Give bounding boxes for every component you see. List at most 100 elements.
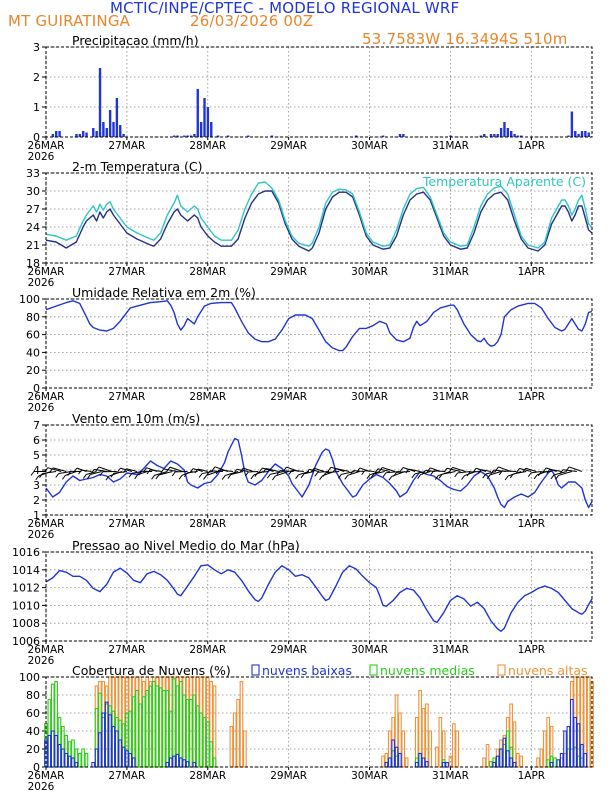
wind-barb-flag — [271, 475, 276, 481]
x-tick-label: 1APR — [518, 518, 546, 530]
wind-barb-flag — [338, 474, 342, 479]
wind-barb-flag — [537, 471, 542, 477]
precip-bar — [102, 122, 105, 137]
wind-barb-flag — [382, 472, 387, 478]
panel-title: Vento em 10m (m/s) — [72, 411, 200, 426]
wind-barb-flag — [276, 470, 281, 475]
wind-barb-flag — [361, 470, 366, 476]
y-tick-label: 100 — [19, 293, 40, 306]
wind-barb — [47, 467, 62, 472]
wind-barb-flag — [399, 467, 404, 472]
panel-precip: 0 1 2 3 26MAR 27MAR 28MAR 29MAR 30MAR 31MAR 1APR 20… — [28, 33, 593, 163]
y-tick-label: 80 — [26, 311, 40, 324]
cloud-bar — [178, 680, 183, 768]
x-tick-label: 30MAR — [351, 266, 388, 278]
wind-barb-flag — [356, 467, 361, 473]
y-tick-label: 30 — [26, 185, 40, 198]
y-tick-label: 4 — [33, 464, 40, 477]
wind-barb — [442, 471, 456, 475]
x-tick-label: 1APR — [518, 644, 546, 656]
cloud-bar — [387, 757, 392, 768]
cloud-bar — [172, 678, 176, 768]
cloud-bar — [104, 701, 109, 768]
cloud-bar — [404, 757, 409, 768]
wind-barb-flag — [504, 475, 509, 481]
panel-frame — [45, 551, 593, 642]
wind-barb — [131, 471, 143, 474]
y-tick-label: 6 — [33, 434, 40, 447]
x-tick-label: 26MAR — [28, 391, 65, 403]
wind-barb-flag — [434, 475, 439, 480]
wind-barb — [243, 467, 254, 472]
wind-barb-flag — [405, 468, 410, 474]
cloud-bar — [172, 755, 176, 768]
cloud-bar — [236, 698, 240, 768]
wind-barb-flag — [378, 467, 383, 472]
panel-title: Precipitacao (mm/h) — [72, 33, 199, 48]
precip-bar — [449, 135, 452, 137]
x-tick-label: 27MAR — [108, 140, 145, 152]
cloud-bar — [47, 734, 52, 768]
wind-barb-flag — [258, 467, 263, 473]
wind-barb-flag — [332, 468, 337, 473]
cloud-bar — [586, 676, 591, 768]
precip-bar — [479, 135, 483, 137]
cloud-bar — [502, 737, 507, 768]
cloud-bar — [580, 743, 584, 768]
wind-barb-flag — [411, 473, 416, 479]
wind-barb-flag — [314, 471, 319, 477]
wind-barb-flag — [565, 466, 570, 472]
cloud-bar — [101, 712, 106, 768]
cloud-bar — [74, 761, 79, 768]
precip-bar — [503, 122, 506, 137]
precip-bar — [189, 135, 193, 137]
precip-bar — [381, 135, 385, 137]
x-tick-label: 31MAR — [432, 770, 469, 782]
cloud-bar — [549, 761, 554, 768]
cloud-bar — [71, 757, 75, 768]
precip-bar — [119, 125, 122, 137]
wind-barb-flag — [366, 474, 371, 479]
cloud-bar — [590, 680, 594, 768]
x-tick-label: 26MAR — [28, 644, 65, 656]
cloud-bar — [61, 748, 65, 768]
cloud-bar — [495, 755, 500, 768]
precip-bar — [493, 134, 496, 137]
wind-barb — [52, 467, 67, 472]
wind-barb-flag — [95, 466, 100, 472]
wind-barb-flag — [327, 466, 332, 472]
precip-bar — [499, 128, 503, 137]
wind-barb — [408, 468, 421, 472]
wind-barb-flag — [374, 468, 379, 474]
precip-bar — [172, 135, 176, 137]
cloud-bar — [384, 761, 389, 768]
cloud-bar — [91, 761, 96, 768]
cloud-bar — [64, 752, 69, 768]
station-name: MT GUIRATINGA — [8, 12, 131, 30]
x-tick-label: 29MAR — [270, 518, 307, 530]
cloud-bar — [394, 746, 399, 768]
wind-barb-flag — [498, 470, 503, 476]
y-tick-label: 27 — [26, 203, 40, 216]
cloud-bar — [391, 739, 395, 768]
precip-bar — [58, 131, 61, 137]
cloud-bar — [441, 761, 446, 768]
wind-barb — [248, 471, 259, 473]
wind-barb — [569, 466, 583, 472]
x-tick-label: 27MAR — [108, 770, 145, 782]
cloud-bar — [131, 757, 136, 768]
x-tick-label: 1APR — [518, 391, 546, 403]
precip-bar — [574, 131, 577, 137]
wind-barb-flag — [73, 467, 78, 473]
wind-barb — [262, 467, 274, 472]
wind-barb-flag — [160, 468, 165, 474]
wind-barb — [502, 470, 517, 472]
wind-barb-flag — [461, 475, 465, 480]
y-tick-label: 33 — [26, 167, 40, 180]
wind-barb-flag — [349, 470, 354, 475]
cloud-bar — [563, 730, 567, 768]
panel-nuvens: 0 20 40 60 80 100 26MAR 27MAR 28MAR 29MAR 30MAR 31M… — [19, 663, 594, 792]
cloud-bar — [243, 730, 247, 768]
precip-bar — [105, 128, 108, 137]
